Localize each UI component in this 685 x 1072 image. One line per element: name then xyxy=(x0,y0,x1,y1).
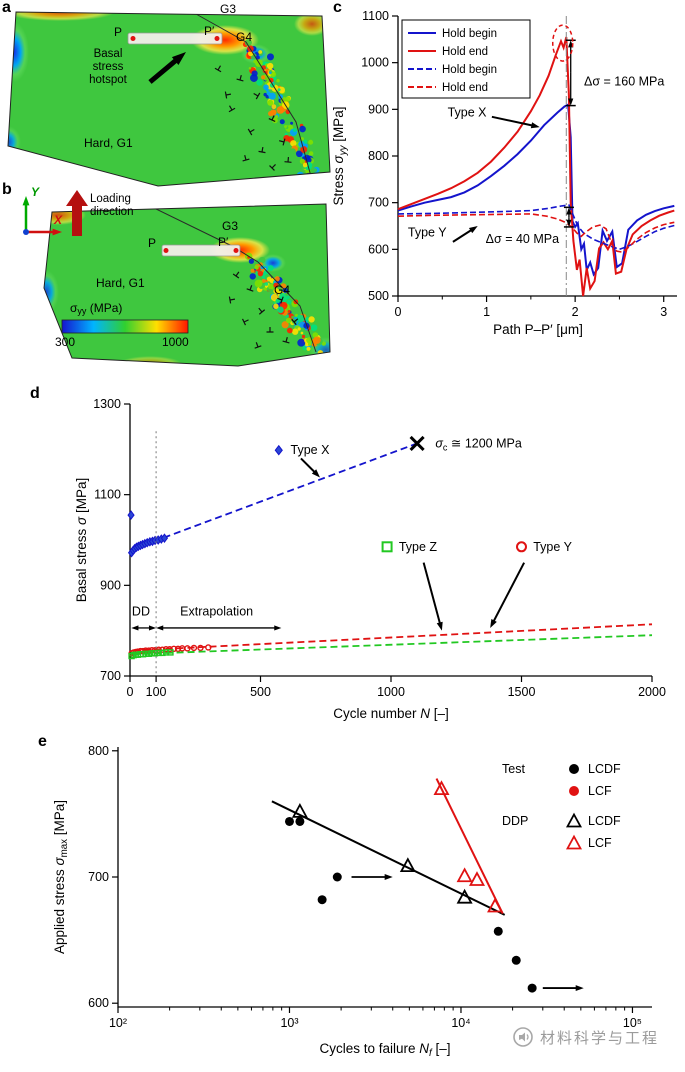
panel-a-p-prime-label: P′ xyxy=(204,24,215,38)
svg-text:Δσ = 40 MPa: Δσ = 40 MPa xyxy=(486,232,559,246)
svg-text:800: 800 xyxy=(368,149,389,163)
svg-text:DDP: DDP xyxy=(502,814,528,828)
colorbar-sigma: σ xyxy=(70,301,78,315)
colorbar-unit: (MPa) xyxy=(86,301,123,315)
svg-text:Type Z: Type Z xyxy=(399,540,438,554)
svg-text:1000: 1000 xyxy=(377,685,405,699)
svg-text:1100: 1100 xyxy=(362,9,389,23)
stress-maps-canvas xyxy=(7,11,331,367)
svg-text:LCF: LCF xyxy=(588,836,612,850)
panel-b-g4-label: G4 xyxy=(274,283,291,297)
svg-text:σc ≅ 1200 MPa: σc ≅ 1200 MPa xyxy=(435,436,521,452)
panel-b-grain-label: Hard, G1 xyxy=(96,276,145,290)
svg-text:2: 2 xyxy=(572,305,579,319)
panel-a-p-label: P xyxy=(114,25,123,39)
panel-a-grain-label: Hard, G1 xyxy=(84,136,133,150)
colorbar-sigma-sub: yy xyxy=(77,306,87,316)
svg-text:Test: Test xyxy=(502,762,525,776)
svg-text:0: 0 xyxy=(395,305,402,319)
svg-text:700: 700 xyxy=(88,870,109,884)
svg-text:700: 700 xyxy=(368,196,389,210)
svg-text:Type X: Type X xyxy=(448,106,488,120)
svg-text:Extrapolation: Extrapolation xyxy=(180,605,253,619)
svg-text:Hold begin: Hold begin xyxy=(442,28,497,40)
panel-b-loading-direction-label: Loading direction xyxy=(90,193,134,218)
svg-text:Type Y: Type Y xyxy=(408,226,447,240)
panel-b-label: b xyxy=(2,181,12,198)
svg-text:2000: 2000 xyxy=(638,685,666,699)
svg-text:1100: 1100 xyxy=(94,488,121,502)
svg-text:Cycles to failure Nf [–]: Cycles to failure Nf [–] xyxy=(319,1041,450,1059)
colorbar-min-label: 300 xyxy=(55,335,76,349)
panel-c-label: c xyxy=(333,0,342,16)
panel-a-hotspot-label: Basal stress hotspot xyxy=(89,48,127,86)
watermark-text: 材料科学与工程 xyxy=(540,1029,660,1047)
panel-e-label: e xyxy=(38,733,47,750)
svg-text:10⁵: 10⁵ xyxy=(623,1016,642,1030)
svg-text:Stress σyy [MPa]: Stress σyy [MPa] xyxy=(331,107,349,206)
colorbar-title: σyy (MPa) xyxy=(70,302,122,318)
svg-text:Path P–P′ [μm]: Path P–P′ [μm] xyxy=(493,322,583,337)
svg-text:Type X: Type X xyxy=(291,443,331,457)
svg-text:Δσ = 160 MPa: Δσ = 160 MPa xyxy=(584,74,664,88)
colorbar-max-label: 1000 xyxy=(162,335,189,349)
svg-text:1: 1 xyxy=(483,305,490,319)
svg-text:Type Y: Type Y xyxy=(533,540,572,554)
svg-text:500: 500 xyxy=(368,289,389,303)
panel-b-g3-label: G3 xyxy=(222,219,239,233)
panel-a-label: a xyxy=(2,0,11,16)
svg-text:600: 600 xyxy=(368,242,389,256)
svg-text:1300: 1300 xyxy=(93,397,121,411)
svg-text:LCDF: LCDF xyxy=(588,814,621,828)
panel-a-g4-label: G4 xyxy=(236,30,253,44)
svg-text:Hold end: Hold end xyxy=(442,82,488,94)
svg-text:Applied stress σmax [MPa]: Applied stress σmax [MPa] xyxy=(52,800,70,954)
svg-text:1000: 1000 xyxy=(361,56,389,70)
svg-text:900: 900 xyxy=(368,102,389,116)
watermark: 材料科学与工程 xyxy=(512,1026,659,1048)
svg-text:3: 3 xyxy=(660,305,667,319)
svg-text:1500: 1500 xyxy=(508,685,536,699)
svg-text:DD: DD xyxy=(132,605,150,619)
panel-c-chart: 500 600 700 800 900 1000 1100 0 1 2 3 Path P–P′ [μm… xyxy=(331,9,677,337)
panel-d-label: d xyxy=(30,385,40,402)
panel-d-chart: 700 900 1100 1300 0 100 500 1000 1500 2000 Cycle n… xyxy=(74,397,666,721)
svg-text:LCF: LCF xyxy=(588,784,612,798)
svg-text:Basal stress σ [MPa]: Basal stress σ [MPa] xyxy=(74,478,89,602)
panel-a-g3-label: G3 xyxy=(220,2,237,16)
svg-text:900: 900 xyxy=(100,578,121,592)
svg-text:500: 500 xyxy=(250,685,271,699)
panel-b-p-label: P xyxy=(148,236,157,250)
panel-e-chart: 600 700 800 10² 10³ 10⁴ 10⁵ Cycles to failure N… xyxy=(52,744,652,1059)
svg-text:10⁴: 10⁴ xyxy=(451,1016,470,1030)
svg-text:10³: 10³ xyxy=(280,1016,298,1030)
panel-b-p-prime-label: P′ xyxy=(218,235,229,249)
watermark-logo-icon xyxy=(513,1027,533,1047)
svg-text:700: 700 xyxy=(100,669,121,683)
svg-text:800: 800 xyxy=(88,744,109,758)
svg-text:600: 600 xyxy=(88,996,109,1010)
panel-b-x-axis-label: X xyxy=(54,213,63,227)
panel-b-y-axis-label: Y xyxy=(31,185,40,199)
svg-text:Hold begin: Hold begin xyxy=(442,64,497,76)
svg-text:LCDF: LCDF xyxy=(588,762,621,776)
svg-text:10²: 10² xyxy=(109,1016,127,1030)
svg-text:100: 100 xyxy=(146,685,167,699)
svg-text:0: 0 xyxy=(127,685,134,699)
svg-text:Hold end: Hold end xyxy=(442,46,488,58)
svg-text:Cycle number N [–]: Cycle number N [–] xyxy=(333,706,449,721)
